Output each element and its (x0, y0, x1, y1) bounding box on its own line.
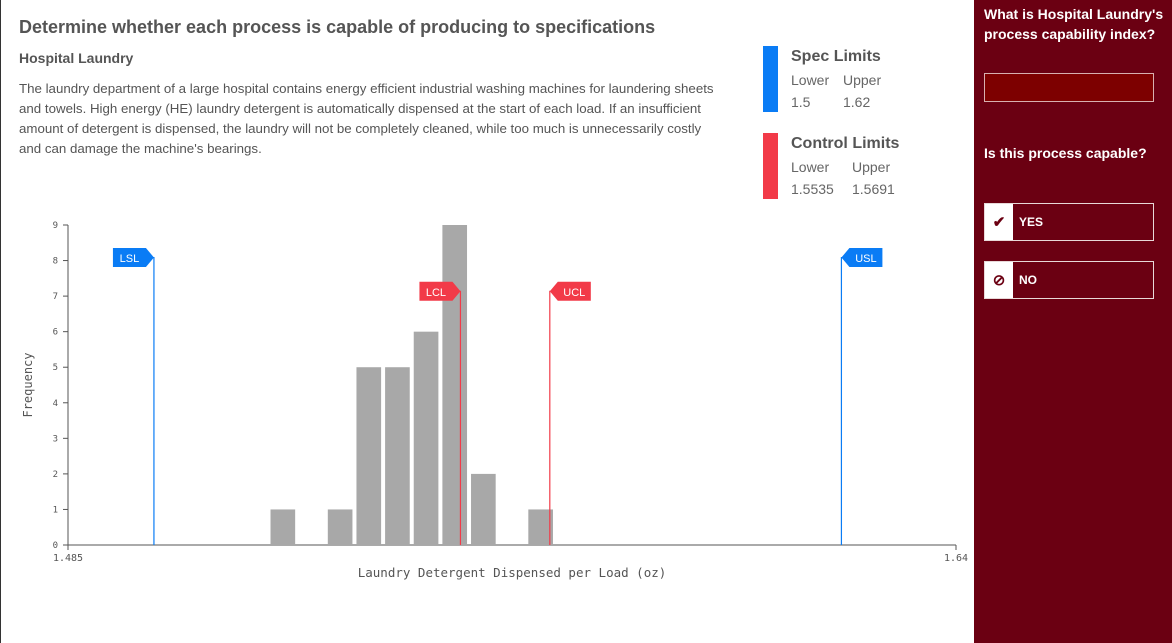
control-upper-label: Upper (852, 159, 891, 175)
no-icon: ⊘ (985, 262, 1013, 298)
lsl-flag-label: LSL (120, 253, 140, 265)
spec-legend-title: Spec Limits (791, 48, 881, 65)
histogram-bar (270, 509, 296, 545)
y-tick-label: 8 (53, 257, 58, 267)
y-tick-label: 2 (53, 470, 58, 480)
x-tick-label: 1.64 (944, 553, 968, 564)
control-upper-value: 1.5691 (852, 181, 895, 197)
spec-upper-label: Upper (843, 72, 882, 88)
histogram-bar (385, 367, 410, 545)
y-tick-label: 1 (53, 505, 58, 515)
y-tick-label: 5 (53, 363, 58, 373)
question-sidebar: What is Hospital Laundry's process capab… (974, 0, 1172, 643)
check-icon: ✔ (985, 204, 1013, 240)
x-tick-label: 1.485 (53, 553, 83, 564)
lsl-flag (112, 248, 154, 267)
lcl-flag (419, 281, 461, 301)
capability-index-input[interactable] (984, 73, 1154, 102)
histogram-bar (413, 331, 439, 545)
control-lower-label: Lower (791, 159, 830, 175)
histogram-bar (471, 473, 496, 545)
usl-flag-label: USL (855, 253, 876, 265)
y-tick-label: 7 (53, 292, 58, 302)
ucl-flag (549, 281, 591, 301)
y-tick-label: 6 (53, 328, 58, 338)
lcl-flag-label: LCL (426, 287, 446, 299)
no-button[interactable]: ⊘ NO (984, 261, 1154, 299)
yes-label: YES (1019, 215, 1044, 229)
main-panel: Determine whether each process is capabl… (0, 0, 969, 643)
y-tick-label: 4 (53, 399, 58, 409)
histogram-bar (356, 367, 382, 545)
control-legend-swatch (763, 133, 778, 199)
spec-lower-label: Lower (791, 72, 830, 88)
capable-question: Is this process capable? (984, 145, 1147, 161)
y-tick-label: 0 (53, 541, 58, 551)
histogram-bar (442, 225, 468, 545)
histogram-chart: 0 1 2 3 4 5 6 7 8 9 1.485 1.64 Laundry Detergent Dis… (21, 221, 968, 580)
control-legend-title: Control Limits (791, 135, 900, 152)
no-label: NO (1019, 273, 1037, 287)
yes-button[interactable]: ✔ YES (984, 203, 1154, 241)
spec-upper-value: 1.62 (843, 94, 871, 110)
histogram-bar (327, 509, 353, 545)
case-title: Hospital Laundry (19, 50, 134, 66)
histogram-bar (528, 509, 553, 545)
page-title: Determine whether each process is capabl… (19, 17, 656, 37)
spec-legend-swatch (763, 46, 778, 112)
x-axis-label: Laundry Detergent Dispensed per Load (oz… (358, 565, 667, 580)
capability-index-question: What is Hospital Laundry's process capab… (984, 6, 1164, 42)
spec-lower-value: 1.5 (791, 94, 811, 110)
y-tick-label: 3 (53, 434, 58, 444)
ucl-flag-label: UCL (563, 287, 585, 299)
control-lower-value: 1.5535 (791, 181, 834, 197)
y-axis-label: Frequency (21, 352, 35, 417)
case-description: The laundry department of a large hospit… (19, 81, 714, 156)
usl-flag (841, 248, 883, 267)
y-tick-label: 9 (53, 221, 58, 231)
